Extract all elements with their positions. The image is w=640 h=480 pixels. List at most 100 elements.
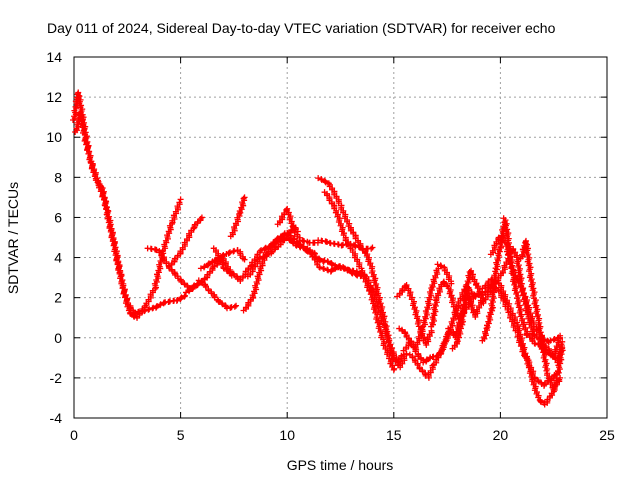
data-point	[177, 196, 184, 203]
data-point	[353, 271, 360, 278]
data-point	[211, 263, 218, 270]
data-point	[241, 256, 248, 263]
y-tick-label: 12	[46, 89, 62, 105]
chart-title: Day 011 of 2024, Sidereal Day-to-day VTE…	[47, 20, 556, 36]
series-I	[244, 223, 301, 280]
y-axis-label: SDTVAR / TECUs	[5, 182, 21, 294]
data-point	[220, 251, 227, 258]
data-point	[270, 239, 277, 246]
data-point	[551, 335, 558, 342]
data-point	[172, 271, 179, 278]
data-point	[201, 263, 208, 270]
data-point	[230, 248, 237, 255]
data-point	[369, 244, 376, 251]
grid	[74, 57, 607, 418]
data-point	[396, 325, 403, 332]
data-point	[146, 306, 153, 313]
series-L	[304, 245, 365, 280]
x-tick-label: 0	[70, 427, 78, 443]
data-point	[321, 257, 328, 264]
data-point	[316, 263, 323, 270]
data-point	[535, 378, 542, 385]
data-point	[296, 243, 303, 250]
data-point	[241, 194, 248, 201]
data-point	[530, 331, 537, 338]
y-tick-label: 14	[46, 49, 62, 65]
data-point	[233, 302, 240, 309]
y-tick-label: -2	[50, 370, 63, 386]
data-point	[169, 267, 176, 274]
data-point	[324, 238, 331, 245]
series-S	[487, 232, 564, 346]
data-point	[550, 336, 557, 343]
data-point	[227, 249, 234, 256]
data-point	[260, 253, 267, 260]
data-point	[337, 263, 343, 270]
x-tick-label: 20	[493, 427, 509, 443]
data-point	[127, 310, 134, 317]
x-tick-label: 25	[599, 427, 615, 443]
data-point	[211, 294, 218, 301]
series-E	[197, 247, 248, 272]
data-point	[533, 334, 540, 341]
data-point	[315, 175, 322, 182]
data-point	[157, 301, 164, 308]
y-axis-tick-labels: -4 -2 0 2 4 6 8 10 12 14	[46, 49, 62, 426]
plot-frame	[73, 56, 608, 419]
data-point	[174, 297, 181, 304]
data-point	[390, 366, 397, 373]
series-M	[321, 189, 398, 373]
data-point	[195, 277, 202, 284]
data-point	[418, 324, 425, 331]
y-tick-label: 6	[54, 209, 62, 225]
data-point	[191, 282, 198, 289]
data-point	[240, 195, 247, 202]
data-point	[181, 281, 188, 288]
axis-ticks	[73, 56, 608, 419]
data-point	[174, 275, 181, 282]
data-point	[205, 260, 212, 267]
data-point	[403, 350, 410, 357]
data-point	[198, 214, 205, 221]
data-marks	[70, 89, 566, 408]
series-F	[227, 194, 248, 240]
data-point	[349, 270, 356, 277]
data-point	[434, 261, 441, 268]
data-point	[318, 176, 325, 183]
series-D	[165, 214, 205, 270]
series-K	[315, 175, 410, 371]
data-point	[182, 289, 189, 296]
y-tick-label: 2	[54, 290, 62, 306]
data-point	[429, 362, 436, 369]
data-point	[332, 265, 339, 272]
data-point	[231, 247, 238, 254]
y-tick-label: 0	[54, 330, 62, 346]
data-point	[149, 305, 156, 312]
data-point	[199, 280, 206, 287]
data-point	[329, 261, 336, 268]
data-point	[448, 280, 455, 287]
data-point	[352, 243, 359, 250]
data-point	[215, 298, 222, 305]
data-point	[344, 267, 351, 274]
data-point	[420, 359, 427, 366]
data-point	[293, 242, 300, 249]
data-point	[145, 306, 152, 313]
data-point	[541, 380, 548, 387]
data-point	[197, 265, 204, 272]
data-point	[341, 265, 348, 272]
data-point	[438, 263, 445, 270]
x-axis-tick-labels: 0 5 10 15 20 25	[70, 427, 615, 443]
x-tick-label: 5	[177, 427, 185, 443]
data-point	[399, 327, 406, 334]
data-point	[154, 302, 161, 309]
data-point	[257, 248, 264, 255]
data-point	[441, 281, 448, 288]
data-point	[178, 294, 185, 301]
data-point	[322, 179, 329, 186]
data-point	[297, 244, 304, 251]
data-point	[181, 292, 188, 299]
data-point	[292, 241, 299, 248]
data-point	[484, 289, 491, 296]
data-point	[348, 269, 355, 276]
